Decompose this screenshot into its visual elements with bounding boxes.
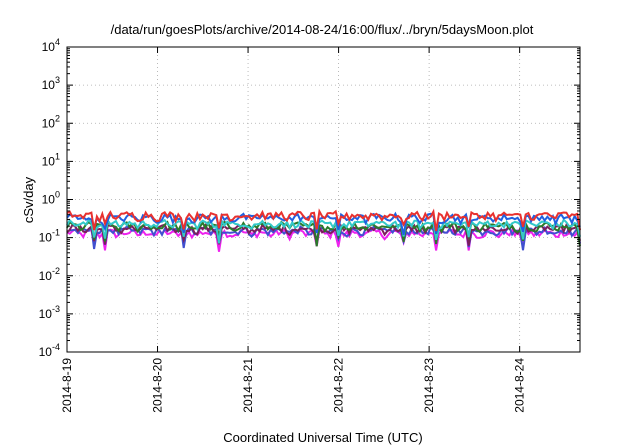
x-tick-label: 2014-8-20 [151, 358, 165, 413]
y-tick-label: 103 [42, 75, 60, 92]
grid [67, 47, 580, 352]
x-tick-label: 2014-8-21 [241, 358, 255, 413]
y-tick-label: 102 [42, 113, 60, 130]
chart-title: /data/run/goesPlots/archive/2014-08-24/1… [111, 22, 534, 37]
y-axis-label: cSv/day [21, 176, 36, 223]
x-axis: 2014-8-19 2014-8-20 2014-8-21 2014-8-22 2014… [60, 47, 527, 413]
y-tick-label: 10-1 [39, 228, 60, 245]
y-tick-label: 10-3 [39, 304, 60, 321]
y-tick-label: 104 [42, 37, 60, 54]
y-tick-label: 101 [42, 151, 60, 168]
x-tick-label: 2014-8-22 [332, 358, 346, 413]
series-line [66, 208, 581, 232]
y-tick-label: 10-2 [39, 266, 60, 283]
y-tick-label: 10-4 [39, 342, 60, 359]
y-axis: 104 103 102 101 100 10-1 10-2 10-3 10-4 [39, 37, 580, 359]
series-line [66, 217, 581, 244]
series-group [66, 208, 581, 252]
x-axis-label: Coordinated Universal Time (UTC) [223, 430, 422, 445]
x-tick-label: 2014-8-24 [513, 358, 527, 413]
x-tick-label: 2014-8-19 [60, 358, 74, 413]
y-tick-label: 100 [42, 190, 60, 207]
x-tick-label: 2014-8-23 [422, 358, 436, 413]
